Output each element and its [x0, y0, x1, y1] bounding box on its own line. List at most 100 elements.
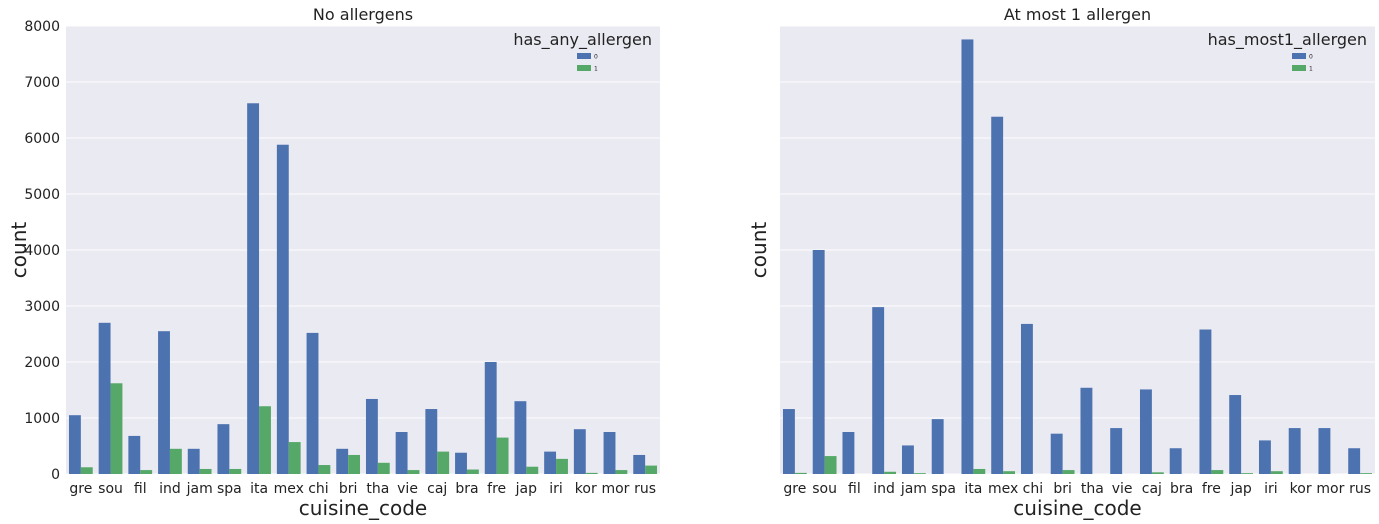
bar-sou-series-1 — [110, 383, 123, 474]
bar-fre-series-1 — [1211, 470, 1224, 474]
bar-bri-series-1 — [348, 454, 361, 474]
bar-caj-series-0 — [425, 409, 438, 474]
x-tick-label: caj — [427, 481, 447, 497]
x-tick-label: fre — [487, 481, 506, 497]
bar-spa-series-0 — [931, 419, 944, 474]
bar-caj-series-0 — [1139, 389, 1152, 474]
bar-ita-series-0 — [961, 39, 974, 474]
x-tick-label: vie — [397, 481, 418, 497]
x-tick-label: vie — [1112, 481, 1133, 497]
bar-mex-series-0 — [991, 116, 1004, 474]
x-tick-label: jap — [515, 481, 537, 497]
x-tick-label: ind — [159, 481, 181, 497]
bar-spa-series-0 — [217, 424, 230, 474]
bar-bra-series-0 — [1169, 448, 1182, 474]
legend-title: has_most1_allergen — [1208, 30, 1367, 50]
x-tick-label: tha — [366, 481, 389, 497]
bar-bri-series-0 — [1050, 433, 1063, 474]
bar-bra-series-1 — [466, 469, 479, 474]
x-tick-label: spa — [931, 481, 956, 497]
bar-sou-series-0 — [98, 322, 111, 474]
bar-jap-series-0 — [1229, 395, 1242, 474]
x-tick-label: chi — [1023, 481, 1043, 497]
x-tick-label: fre — [1202, 481, 1221, 497]
bar-ita-series-1 — [259, 406, 271, 474]
bar-bri-series-1 — [1062, 470, 1075, 474]
y-axis-label: count — [7, 222, 31, 279]
y-tick-label: 8000 — [24, 19, 60, 35]
y-tick-label: 2000 — [24, 355, 60, 371]
x-tick-label: jam — [186, 481, 213, 497]
bar-mex-series-1 — [1003, 471, 1016, 474]
bar-gre-series-0 — [782, 409, 795, 474]
bar-chi-series-1 — [318, 465, 331, 474]
x-tick-label: jam — [900, 481, 927, 497]
bar-fil-series-0 — [128, 435, 141, 474]
y-tick-label: 1000 — [24, 411, 60, 427]
x-tick-label: ita — [964, 481, 982, 497]
legend-entry-label: 0 — [1309, 54, 1313, 61]
bar-rus-series-1 — [1360, 473, 1373, 474]
y-tick-label: 5000 — [24, 187, 60, 203]
x-tick-label: spa — [217, 481, 242, 497]
y-tick-label: 7000 — [24, 75, 60, 91]
bar-mor-series-0 — [603, 432, 616, 474]
bar-sou-series-1 — [824, 456, 837, 474]
bar-rus-series-0 — [1348, 448, 1361, 474]
legend-entry-label: 1 — [594, 66, 598, 73]
bar-vie-series-0 — [1110, 428, 1123, 474]
y-tick-label: 4000 — [24, 243, 60, 259]
legend-entry-label: 0 — [594, 54, 598, 61]
bar-fre-series-0 — [484, 362, 497, 474]
bar-vie-series-0 — [395, 432, 408, 474]
bar-tha-series-0 — [1080, 387, 1093, 474]
x-tick-label: jap — [1229, 481, 1251, 497]
y-axis-label: count — [747, 222, 771, 279]
y-tick-label: 0 — [51, 467, 60, 483]
chart-panel-2: gre sou fil ind jam spa ita mex chi bri tha vie caj b… — [747, 5, 1375, 520]
bar-kor-series-1 — [585, 472, 598, 474]
legend-entry-label: 1 — [1309, 66, 1313, 73]
chart-title: No allergens — [313, 5, 413, 24]
bar-kor-series-0 — [1288, 428, 1301, 474]
bar-jam-series-0 — [901, 445, 914, 474]
bar-tha-series-0 — [365, 398, 378, 474]
x-tick-label: bra — [1170, 481, 1193, 497]
x-tick-label: fil — [134, 481, 147, 497]
bar-mor-series-1 — [615, 470, 628, 474]
x-tick-label: sou — [812, 481, 837, 497]
x-tick-label: iri — [1264, 481, 1278, 497]
bar-mex-series-1 — [288, 442, 301, 474]
x-tick-label: gre — [783, 481, 806, 497]
x-tick-label: fil — [848, 481, 861, 497]
legend-swatch-0 — [577, 53, 591, 59]
bar-jap-series-0 — [514, 401, 527, 474]
y-tick-label: 6000 — [24, 131, 60, 147]
x-axis-label: cuisine_code — [299, 496, 427, 520]
bar-chi-series-0 — [1020, 323, 1033, 474]
bar-bra-series-0 — [455, 452, 467, 474]
bar-rus-series-0 — [633, 454, 646, 474]
legend-swatch-1 — [577, 65, 591, 71]
bar-chi-series-0 — [306, 332, 319, 474]
bar-bri-series-0 — [336, 448, 349, 474]
bar-jap-series-1 — [526, 466, 539, 474]
legend-swatch-0 — [1292, 53, 1306, 59]
bar-jap-series-1 — [1241, 473, 1254, 474]
bar-iri-series-0 — [1258, 440, 1271, 474]
x-tick-label: kor — [1290, 481, 1312, 497]
bar-ind-series-1 — [884, 471, 897, 474]
bar-ind-series-0 — [872, 307, 885, 474]
x-tick-label: caj — [1142, 481, 1162, 497]
bar-kor-series-0 — [573, 429, 586, 474]
bar-fil-series-0 — [842, 432, 855, 474]
legend: has_any_allergen 0 1 — [513, 30, 652, 73]
bar-caj-series-1 — [1151, 472, 1164, 474]
x-tick-label: sou — [98, 481, 123, 497]
bar-jam-series-0 — [187, 448, 200, 474]
bar-jam-series-1 — [199, 468, 212, 474]
x-tick-label: mor — [601, 481, 629, 497]
x-tick-label: rus — [1349, 481, 1371, 497]
